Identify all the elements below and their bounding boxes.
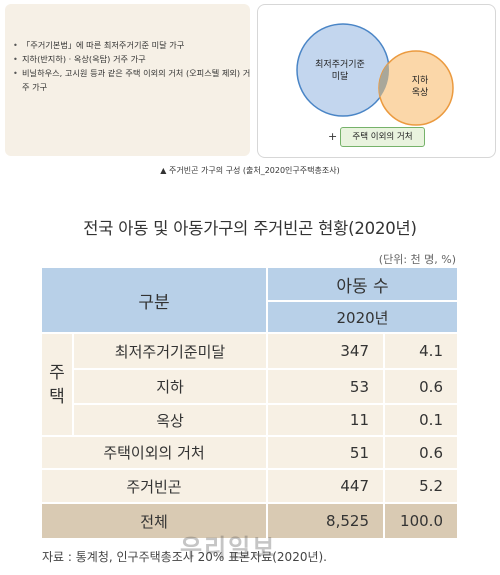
venn-label-right-2: 옥상 [412, 87, 429, 98]
row-label: 지하 [74, 370, 268, 405]
non-housing-tag: 주택 이외의 거처 [340, 127, 425, 147]
row-count: 53 [268, 370, 385, 405]
table-title: 전국 아동 및 아동가구의 주거빈곤 현황(2020년) [83, 219, 417, 238]
definition-item: 「주거기본법」에 따른 최저주거기준 미달 가구 [13, 38, 253, 52]
row-percent: 4.1 [385, 334, 459, 370]
header-child-count: 아동 수 [268, 268, 459, 302]
row-percent: 0.6 [385, 437, 459, 470]
plus-sign: + [328, 130, 338, 143]
definition-item: 지하(반지하) · 옥상(옥탑) 거주 가구 [13, 52, 253, 66]
venn-label-right: 지하 [412, 75, 429, 86]
row-percent: 0.1 [385, 405, 459, 437]
definition-list: 「주거기본법」에 따른 최저주거기준 미달 가구 지하(반지하) · 옥상(옥탑… [13, 38, 253, 94]
row-label: 옥상 [74, 405, 268, 437]
row-label: 주택이외의 거처 [42, 437, 268, 470]
row-percent: 100.0 [385, 504, 459, 540]
venn-label-left-2: 미달 [332, 70, 349, 82]
unit-note: (단위: 천 명, %) [378, 253, 456, 266]
source-note: 자료 : 통계청, 인구주택총조사 20% 표본자료(2020년). [42, 550, 327, 564]
row-count: 8,525 [268, 504, 385, 540]
row-label: 전체 [42, 504, 268, 540]
venn-diagram: 최저주거기준 미달 지하 옥상 [296, 23, 454, 126]
row-percent: 5.2 [385, 470, 459, 504]
row-percent: 0.6 [385, 370, 459, 405]
figure-caption: ▲ 주거빈곤 가구의 구성 (출처_2020인구주택총조사) [160, 166, 340, 175]
definition-item: 비닐하우스, 고시원 등과 같은 주택 이외의 거처 (오피스텔 제외) 거주 … [13, 66, 253, 94]
header-category: 구분 [42, 268, 268, 334]
venn-circle-substandard [296, 23, 390, 117]
watermark: 우리일보 [180, 534, 277, 562]
row-label: 주거빈곤 [42, 470, 268, 504]
row-count: 11 [268, 405, 385, 437]
row-count: 447 [268, 470, 385, 504]
row-label: 최저주거기준미달 [74, 334, 268, 370]
venn-label-left: 최저주거기준 [315, 59, 365, 70]
group-label-char: 주 [49, 362, 65, 383]
row-count: 347 [268, 334, 385, 370]
group-label-char: 택 [49, 386, 65, 407]
row-count: 51 [268, 437, 385, 470]
header-year: 2020년 [268, 302, 459, 334]
